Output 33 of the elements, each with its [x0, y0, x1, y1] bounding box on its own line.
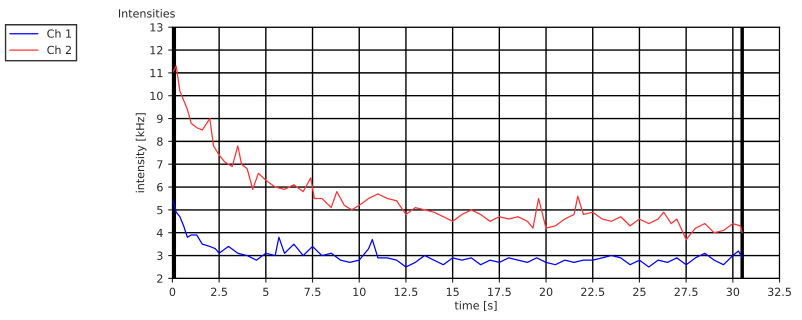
legend-label: Ch 1 [47, 29, 72, 38]
legend-label: Ch 2 [47, 46, 71, 54]
x-tick-label: 5 [263, 288, 268, 296]
x-tick-label: 15 [446, 288, 459, 296]
x-tick-label: 0 [170, 288, 176, 296]
x-tick-label: 10 [353, 288, 366, 296]
y-tick-label: 13 [150, 23, 163, 32]
y-tick-label: 4 [156, 228, 163, 237]
y-tick-label: 6 [157, 183, 163, 192]
x-tick-label: 12.5 [394, 288, 418, 296]
line-series [172, 65, 743, 240]
x-tick-label: 20 [540, 288, 552, 296]
y-tick-label: 2 [157, 274, 162, 283]
y-tick-label: 9 [157, 114, 163, 123]
x-tick-label: 32.5 [768, 288, 791, 296]
x-tick-label: 22.5 [581, 288, 604, 296]
x-tick-label: 30 [726, 288, 740, 296]
line-series [172, 198, 743, 268]
x-tick-label: 27.5 [674, 288, 698, 296]
y-tick-label: 3 [157, 252, 163, 260]
y-tick-label: 7 [157, 160, 162, 168]
x-tick-label: 25 [633, 288, 646, 296]
x-axis-title: time [s] [454, 300, 497, 311]
y-tick-label: 10 [150, 92, 163, 100]
y-tick-label: 8 [157, 137, 163, 146]
y-axis-title: intensity [kHz] [136, 113, 146, 192]
x-tick-label: 7.5 [304, 288, 320, 296]
y-tick-label: 5 [157, 206, 162, 214]
chart-title: Intensities [118, 9, 175, 18]
x-tick-label: 17.5 [488, 288, 511, 296]
y-tick-label: 11 [150, 68, 162, 78]
x-tick-label: 2.5 [211, 288, 227, 296]
y-tick-label: 12 [150, 46, 162, 54]
